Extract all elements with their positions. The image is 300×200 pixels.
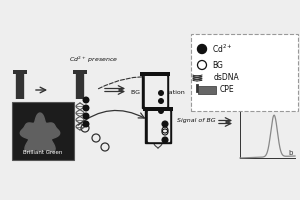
Bar [140, 72, 170, 75]
Text: dsDNA: dsDNA [214, 73, 240, 82]
Bar [143, 107, 173, 110]
Bar [12, 102, 74, 160]
Text: CPE: CPE [220, 86, 235, 95]
Circle shape [162, 137, 168, 143]
Bar [13, 70, 27, 74]
Circle shape [158, 98, 164, 104]
Bar [198, 86, 216, 94]
Circle shape [158, 108, 164, 114]
Polygon shape [20, 113, 60, 152]
Text: Signal of BG: Signal of BG [177, 118, 215, 123]
Polygon shape [145, 75, 166, 106]
Circle shape [197, 45, 206, 53]
Text: Cd$^{2+}$ presence: Cd$^{2+}$ presence [69, 55, 118, 65]
Circle shape [82, 104, 89, 112]
Bar [73, 70, 87, 74]
FancyBboxPatch shape [191, 34, 298, 111]
Polygon shape [145, 108, 171, 143]
Text: BG: BG [212, 60, 223, 70]
Circle shape [162, 121, 168, 127]
Text: Cd$^{2+}$: Cd$^{2+}$ [212, 43, 233, 55]
Text: BG accumulation: BG accumulation [131, 90, 185, 95]
Polygon shape [142, 73, 168, 108]
Circle shape [158, 90, 164, 96]
Circle shape [82, 112, 89, 119]
Text: b: b [289, 150, 293, 156]
Text: Brilliant Green: Brilliant Green [23, 150, 63, 155]
Circle shape [82, 120, 89, 128]
Polygon shape [148, 110, 169, 140]
Circle shape [82, 97, 89, 104]
